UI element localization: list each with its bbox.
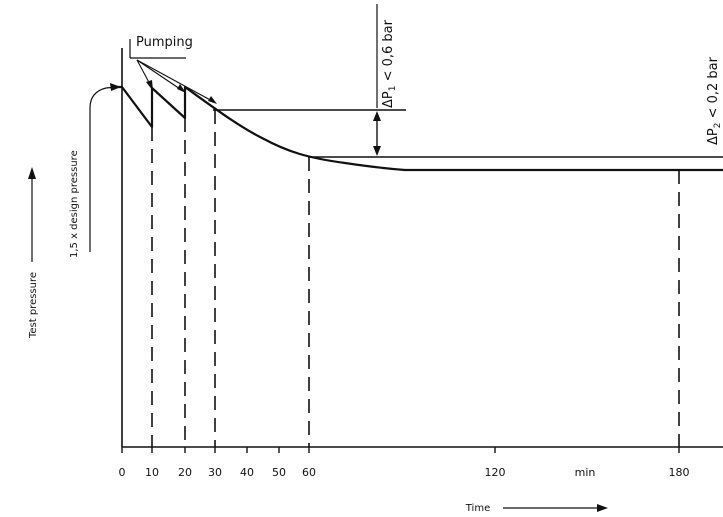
dashed-markers (151, 110, 680, 447)
x-tick-label-0: 0 (119, 466, 126, 479)
delta-p1-arrowhead-top (373, 111, 381, 121)
y-axis-label: Test pressure (28, 272, 39, 339)
x-tick-label-30: 30 (208, 466, 222, 479)
x-unit-label: min (575, 466, 596, 479)
y-axis-arrowhead (28, 167, 36, 179)
pumping-label: Pumping (136, 35, 193, 50)
svg-text:ΔP1 < 0,6 bar: ΔP1 < 0,6 bar (381, 19, 398, 108)
x-tick-label-120: 120 (485, 466, 506, 479)
x-tick-label-180: 180 (669, 466, 690, 479)
delta-p1-label: ΔP1 < 0,6 bar (381, 19, 398, 108)
pressure-curve (112, 85, 723, 172)
pumping-arrows (136, 59, 217, 104)
design-pressure-label: 1,5 x design pressure (69, 150, 80, 258)
x-ticks (121, 447, 680, 453)
svg-text:ΔP2 < 0,2 bar: ΔP2 < 0,2 bar (706, 56, 723, 145)
x-tick-label-10: 10 (145, 466, 159, 479)
x-tick-label-40: 40 (240, 466, 254, 479)
design-pressure-arrow (89, 86, 117, 252)
x-axis-arrowhead (597, 504, 608, 512)
delta-p2-label: ΔP2 < 0,2 bar (706, 56, 723, 145)
delta-p1-arrowhead-bottom (373, 146, 381, 156)
x-tick-labels: 0 10 20 30 40 50 60 120 180 (119, 466, 690, 479)
x-tick-label-50: 50 (272, 466, 286, 479)
x-axis-label: Time (465, 503, 490, 514)
x-tick-label-20: 20 (178, 466, 192, 479)
x-tick-label-60: 60 (302, 466, 316, 479)
